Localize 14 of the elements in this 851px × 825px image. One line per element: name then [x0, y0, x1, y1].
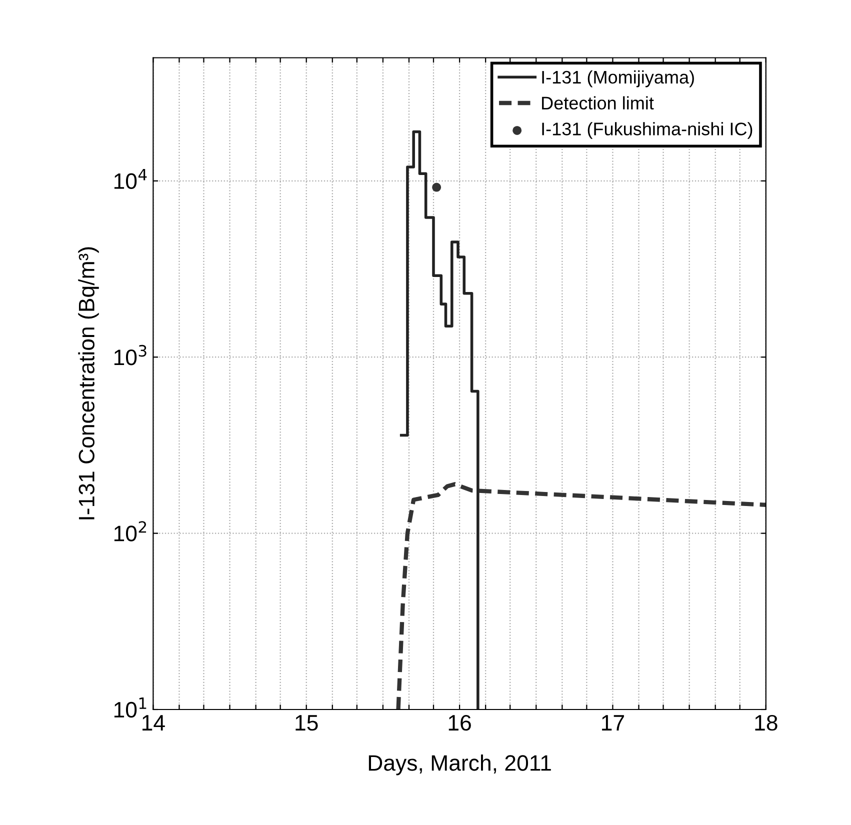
y-axis-title: I-131 Concentration (Bq/m³): [78, 247, 99, 520]
legend-label: I-131 (Fukushima-nishi IC): [542, 122, 752, 139]
x-tick-label: 15: [296, 715, 318, 731]
legend-label: Detection limit: [542, 96, 654, 110]
y-tick-label: 10$^{3}$: [114, 344, 146, 366]
y-tick-label: 10$^{4}$: [114, 168, 147, 190]
y-tick-label: 10$^{2}$: [114, 521, 146, 542]
x-tick-label: 17: [602, 715, 624, 730]
x-tick-label: 16: [448, 714, 471, 731]
line-series: [396, 482, 766, 710]
x-tick-label: 14: [142, 715, 165, 730]
x-axis-title: Days, March, 2011: [368, 754, 551, 776]
x-tick-label: 18: [755, 714, 778, 731]
legend-label: I-131 (Momijiyama): [542, 70, 694, 88]
